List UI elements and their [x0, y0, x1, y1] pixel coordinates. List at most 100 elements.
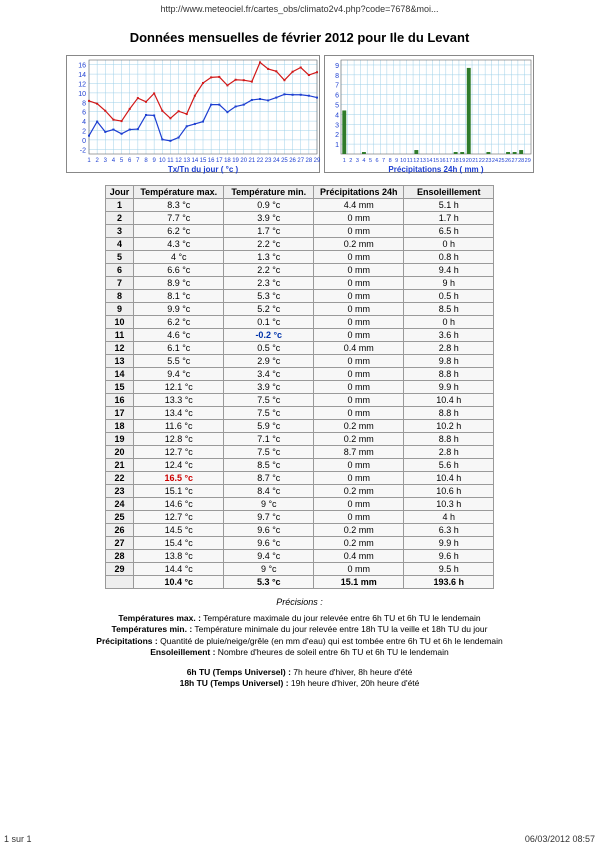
- cell-value: 0 mm: [314, 381, 404, 394]
- table-row: 1613.3 °c7.5 °c0 mm10.4 h: [105, 394, 494, 407]
- cell-value: 15.4 °c: [134, 537, 224, 550]
- cell-total: 5.3 °c: [224, 576, 314, 589]
- cell-value: 0 mm: [314, 316, 404, 329]
- def-tmax-label: Températures max. :: [118, 613, 201, 623]
- cell-day: 9: [105, 303, 134, 316]
- cell-value: 12.7 °c: [134, 511, 224, 524]
- cell-value: 0.8 h: [404, 251, 494, 264]
- cell-value: 10.2 h: [404, 420, 494, 433]
- tu-block: 6h TU (Temps Universel) : 7h heure d'hiv…: [0, 667, 599, 690]
- cell-value: 5.1 h: [404, 199, 494, 212]
- svg-text:16: 16: [207, 158, 214, 164]
- svg-text:12: 12: [78, 82, 86, 89]
- table-row: 18.3 °c0.9 °c4.4 mm5.1 h: [105, 199, 494, 212]
- cell-value: 2.3 °c: [224, 277, 314, 290]
- table-row: 2216.5 °c8.7 °c0 mm10.4 h: [105, 472, 494, 485]
- svg-text:7: 7: [136, 158, 140, 164]
- svg-text:24: 24: [491, 158, 497, 164]
- svg-text:4: 4: [362, 158, 365, 164]
- table-totals-row: 10.4 °c5.3 °c15.1 mm193.6 h: [105, 576, 494, 589]
- cell-value: 10.4 h: [404, 472, 494, 485]
- cell-value: 6.2 °c: [134, 316, 224, 329]
- cell-value: 0.2 mm: [314, 485, 404, 498]
- svg-text:2: 2: [349, 158, 352, 164]
- cell-day: 1: [105, 199, 134, 212]
- svg-text:11: 11: [406, 158, 412, 164]
- cell-day: 15: [105, 381, 134, 394]
- svg-text:29: 29: [524, 158, 530, 164]
- cell-day: 4: [105, 238, 134, 251]
- table-row: 135.5 °c2.9 °c0 mm9.8 h: [105, 355, 494, 368]
- cell-value: 12.7 °c: [134, 446, 224, 459]
- precisions-label: Précisions :: [0, 597, 599, 607]
- def-tmin-label: Températures min. :: [112, 624, 193, 634]
- svg-text:3: 3: [335, 122, 339, 129]
- cell-value: 0 mm: [314, 459, 404, 472]
- cell-value: 8.4 °c: [224, 485, 314, 498]
- cell-day: 3: [105, 225, 134, 238]
- svg-text:2: 2: [95, 158, 99, 164]
- cell-value: 7.5 °c: [224, 446, 314, 459]
- cell-day: 6: [105, 264, 134, 277]
- svg-text:25: 25: [281, 158, 288, 164]
- cell-value: 0.2 mm: [314, 420, 404, 433]
- tu-line1-text: 7h heure d'hiver, 8h heure d'été: [291, 667, 412, 677]
- svg-text:1: 1: [87, 158, 91, 164]
- cell-value: 8.8 h: [404, 368, 494, 381]
- cell-value: 13.3 °c: [134, 394, 224, 407]
- cell-total: 10.4 °c: [134, 576, 224, 589]
- svg-text:-2: -2: [79, 147, 85, 154]
- cell-value: 12.8 °c: [134, 433, 224, 446]
- table-row: 78.9 °c2.3 °c0 mm9 h: [105, 277, 494, 290]
- table-header: Précipitations 24h: [314, 186, 404, 199]
- cell-value: 9.6 h: [404, 550, 494, 563]
- svg-text:7: 7: [382, 158, 385, 164]
- cell-value: 6.6 °c: [134, 264, 224, 277]
- svg-text:8: 8: [388, 158, 391, 164]
- cell-day: 19: [105, 433, 134, 446]
- svg-text:24: 24: [272, 158, 279, 164]
- table-row: 36.2 °c1.7 °c0 mm6.5 h: [105, 225, 494, 238]
- cell-value: 16.5 °c: [134, 472, 224, 485]
- climate-table: JourTempérature max.Température min.Préc…: [105, 185, 495, 589]
- cell-day: 11: [105, 329, 134, 342]
- table-header: Température min.: [224, 186, 314, 199]
- svg-text:27: 27: [511, 158, 517, 164]
- cell-value: 4.4 mm: [314, 199, 404, 212]
- cell-day: 27: [105, 537, 134, 550]
- cell-value: 1.7 °c: [224, 225, 314, 238]
- svg-text:12: 12: [413, 158, 419, 164]
- svg-text:10: 10: [78, 91, 86, 98]
- svg-text:3: 3: [103, 158, 107, 164]
- cell-value: 0 mm: [314, 264, 404, 277]
- cell-value: 8.8 h: [404, 407, 494, 420]
- svg-text:3: 3: [355, 158, 358, 164]
- table-row: 2813.8 °c9.4 °c0.4 mm9.6 h: [105, 550, 494, 563]
- svg-text:20: 20: [465, 158, 471, 164]
- table-row: 2614.5 °c9.6 °c0.2 mm6.3 h: [105, 524, 494, 537]
- tu-line1-label: 6h TU (Temps Universel) :: [187, 667, 291, 677]
- footer: 1 sur 1 06/03/2012 08:57: [4, 834, 595, 844]
- table-row: 1713.4 °c7.5 °c0 mm8.8 h: [105, 407, 494, 420]
- cell-value: 2.2 °c: [224, 238, 314, 251]
- svg-text:8: 8: [82, 100, 86, 107]
- table-row: 2012.7 °c7.5 °c8.7 mm2.8 h: [105, 446, 494, 459]
- cell-value: 10.3 h: [404, 498, 494, 511]
- table-row: 99.9 °c5.2 °c0 mm8.5 h: [105, 303, 494, 316]
- cell-day: 23: [105, 485, 134, 498]
- cell-value: 0.1 °c: [224, 316, 314, 329]
- cell-day: 18: [105, 420, 134, 433]
- svg-text:23: 23: [264, 158, 271, 164]
- svg-text:26: 26: [505, 158, 511, 164]
- svg-text:15: 15: [199, 158, 206, 164]
- cell-value: 5.3 °c: [224, 290, 314, 303]
- cell-value: 0 mm: [314, 407, 404, 420]
- table-header: Jour: [105, 186, 134, 199]
- svg-text:5: 5: [368, 158, 371, 164]
- cell-value: 0 mm: [314, 303, 404, 316]
- cell-value: 9.6 °c: [224, 524, 314, 537]
- svg-text:1: 1: [335, 142, 339, 149]
- cell-value: 8.8 h: [404, 433, 494, 446]
- table-row: 1912.8 °c7.1 °c0.2 mm8.8 h: [105, 433, 494, 446]
- cell-value: 9 h: [404, 277, 494, 290]
